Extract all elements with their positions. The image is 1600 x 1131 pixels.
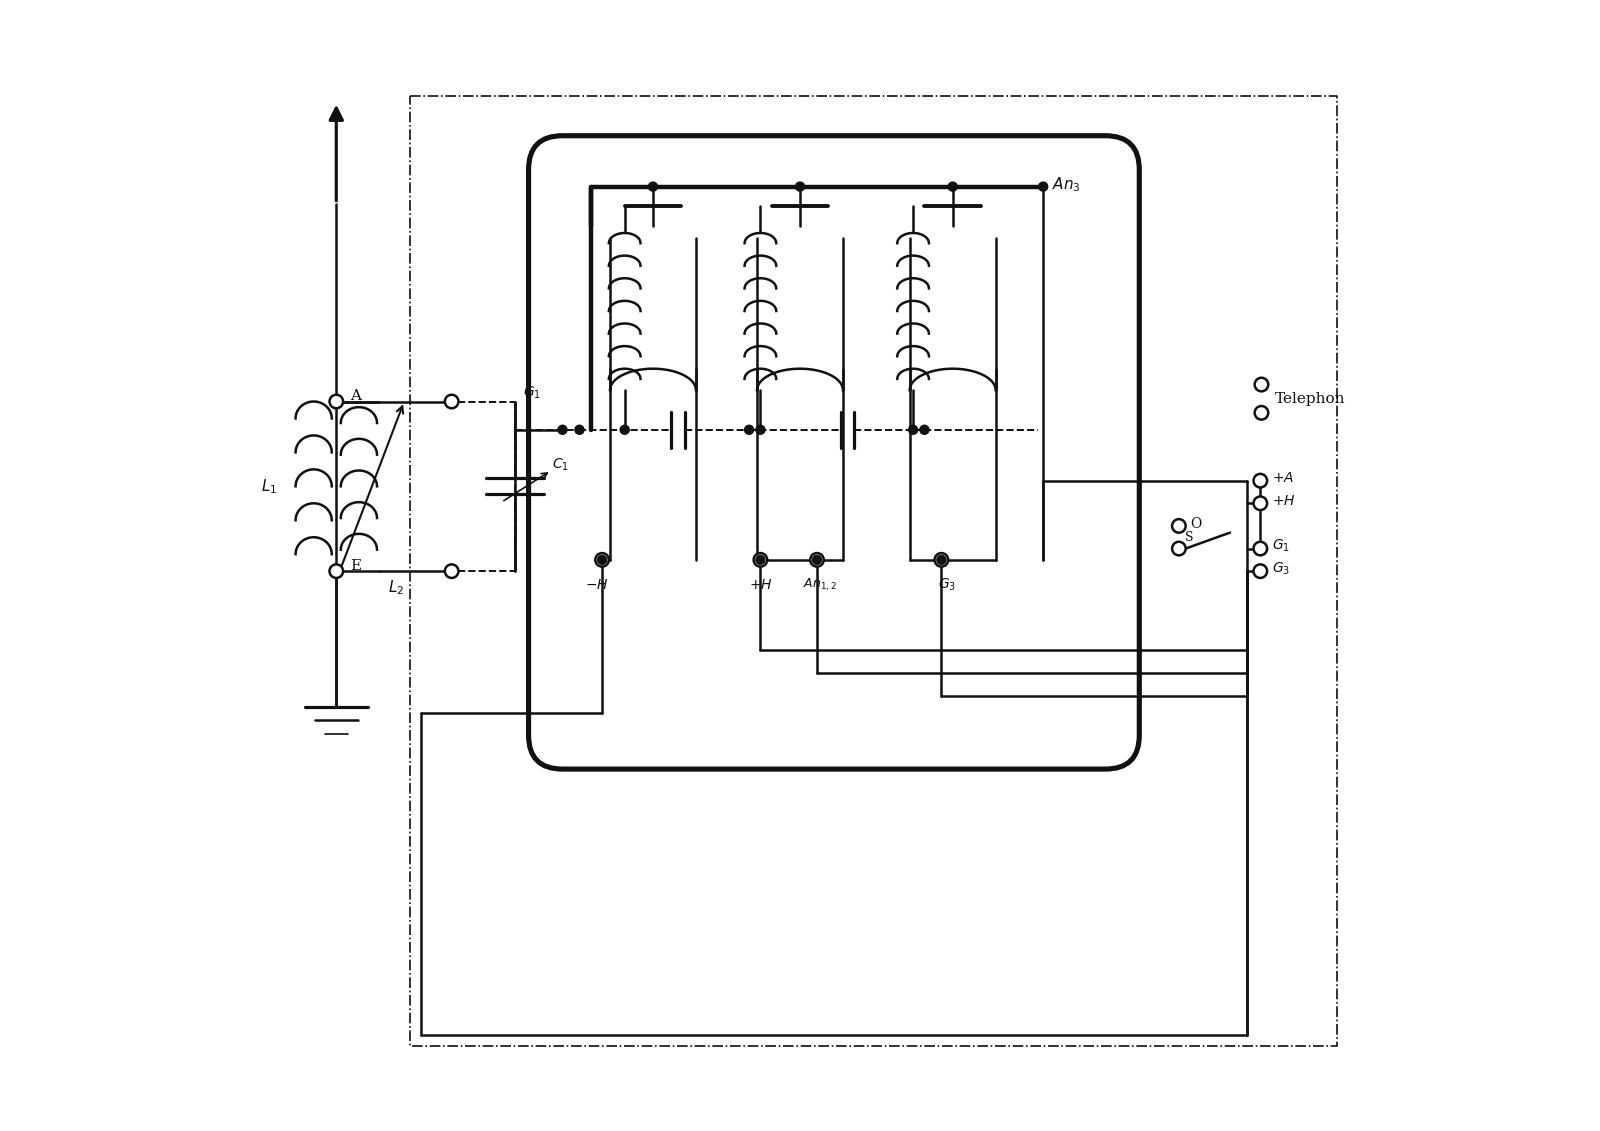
Circle shape [934,553,949,567]
Text: S: S [1184,530,1194,544]
Circle shape [1253,564,1267,578]
Circle shape [574,425,584,434]
Circle shape [938,555,946,564]
Circle shape [754,553,768,567]
Circle shape [1253,542,1267,555]
Text: $G_3$: $G_3$ [1272,561,1290,577]
Text: $+H$: $+H$ [1272,494,1296,508]
Circle shape [1253,497,1267,510]
Text: $G_1$: $G_1$ [1272,538,1290,554]
Circle shape [597,555,606,564]
Text: $L_1$: $L_1$ [261,477,277,495]
Circle shape [1254,406,1269,420]
Circle shape [1038,182,1048,191]
Circle shape [1254,378,1269,391]
Circle shape [949,182,957,191]
Circle shape [909,425,918,434]
Text: O: O [1190,517,1202,530]
Text: E: E [350,559,362,572]
Circle shape [330,395,342,408]
Text: $An_{1,2}$: $An_{1,2}$ [803,577,837,593]
Text: $-H$: $-H$ [584,578,608,592]
Text: $+A$: $+A$ [1272,472,1294,485]
Text: Telephon: Telephon [1275,391,1346,406]
Circle shape [755,555,765,564]
Circle shape [1173,542,1186,555]
Circle shape [755,425,765,434]
Circle shape [1173,519,1186,533]
Text: $G_3$: $G_3$ [938,577,957,593]
Circle shape [595,553,610,567]
Text: $G_1$: $G_1$ [523,385,541,400]
Circle shape [920,425,930,434]
Circle shape [330,564,342,578]
Circle shape [558,425,566,434]
Circle shape [445,564,459,578]
Circle shape [744,425,754,434]
Circle shape [445,395,459,408]
Text: $L_2$: $L_2$ [389,579,405,597]
Circle shape [1253,474,1267,487]
Text: $An_3$: $An_3$ [1053,175,1082,193]
Text: $C_1$: $C_1$ [552,457,570,473]
Circle shape [621,425,629,434]
Circle shape [813,555,821,564]
Text: $+H$: $+H$ [749,578,773,592]
Circle shape [795,182,805,191]
Text: A: A [350,389,362,403]
Circle shape [810,553,824,567]
Circle shape [648,182,658,191]
